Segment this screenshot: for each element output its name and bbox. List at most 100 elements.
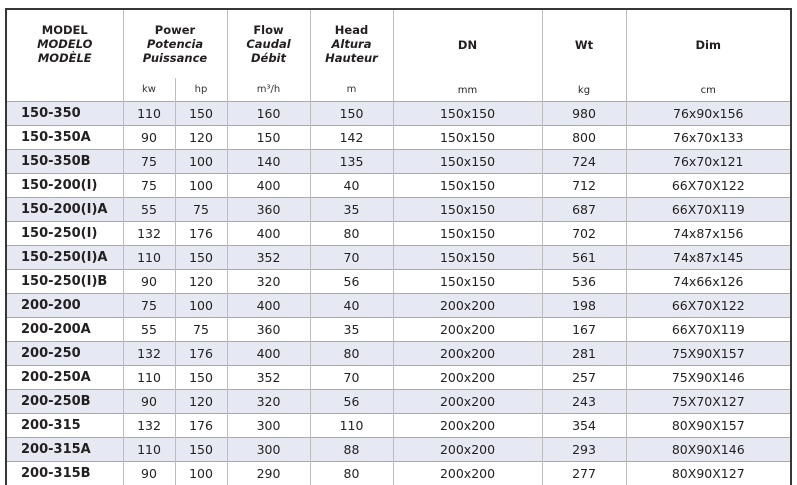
cell-flow: 140 <box>227 150 310 174</box>
cell-flow: 320 <box>227 270 310 294</box>
cell-power-hp: 150 <box>175 246 227 270</box>
cell-weight: 198 <box>542 294 626 318</box>
header-flow-en: Flow <box>228 23 310 37</box>
cell-weight: 800 <box>542 126 626 150</box>
cell-dn: 200x200 <box>393 462 542 485</box>
cell-weight: 167 <box>542 318 626 342</box>
cell-dn: 150x150 <box>393 246 542 270</box>
cell-flow: 352 <box>227 246 310 270</box>
cell-dimensions: 66X70X119 <box>626 198 791 222</box>
cell-flow: 300 <box>227 438 310 462</box>
cell-power-kw: 132 <box>123 222 175 246</box>
cell-dimensions: 74x66x126 <box>626 270 791 294</box>
cell-flow: 360 <box>227 198 310 222</box>
cell-dn: 200x200 <box>393 438 542 462</box>
cell-flow: 400 <box>227 294 310 318</box>
cell-dimensions: 76x90x156 <box>626 102 791 126</box>
cell-weight: 243 <box>542 390 626 414</box>
cell-power-kw: 110 <box>123 366 175 390</box>
cell-dn: 200x200 <box>393 366 542 390</box>
cell-model: 200-250 <box>6 342 123 366</box>
unit-hp: hp <box>175 78 227 101</box>
cell-flow: 320 <box>227 390 310 414</box>
header-model-es: MODELO <box>7 37 123 51</box>
cell-head: 135 <box>310 150 393 174</box>
cell-dimensions: 75X90X157 <box>626 342 791 366</box>
cell-head: 35 <box>310 318 393 342</box>
cell-head: 70 <box>310 366 393 390</box>
cell-flow: 352 <box>227 366 310 390</box>
cell-power-kw: 90 <box>123 270 175 294</box>
cell-power-hp: 75 <box>175 198 227 222</box>
cell-model: 200-315 <box>6 414 123 438</box>
cell-power-hp: 100 <box>175 294 227 318</box>
header-power-es: Potencia <box>124 37 227 51</box>
cell-dimensions: 76x70x121 <box>626 150 791 174</box>
cell-dn: 200x200 <box>393 318 542 342</box>
header-flow-es: Caudal <box>228 37 310 51</box>
cell-power-kw: 75 <box>123 294 175 318</box>
cell-power-kw: 55 <box>123 198 175 222</box>
cell-dn: 150x150 <box>393 174 542 198</box>
unit-kw: kw <box>123 78 175 101</box>
cell-flow: 400 <box>227 174 310 198</box>
cell-power-kw: 110 <box>123 246 175 270</box>
cell-weight: 561 <box>542 246 626 270</box>
cell-power-hp: 120 <box>175 270 227 294</box>
cell-model: 200-315A <box>6 438 123 462</box>
cell-model: 150-250(I) <box>6 222 123 246</box>
cell-flow: 150 <box>227 126 310 150</box>
header-model-en: MODEL <box>7 23 123 37</box>
cell-head: 80 <box>310 222 393 246</box>
header-power-en: Power <box>124 23 227 37</box>
cell-weight: 257 <box>542 366 626 390</box>
cell-dimensions: 66X70X119 <box>626 318 791 342</box>
cell-dn: 200x200 <box>393 414 542 438</box>
cell-power-kw: 132 <box>123 414 175 438</box>
cell-head: 56 <box>310 390 393 414</box>
cell-dn: 150x150 <box>393 126 542 150</box>
cell-flow: 290 <box>227 462 310 485</box>
cell-model: 150-250(I)A <box>6 246 123 270</box>
cell-power-kw: 132 <box>123 342 175 366</box>
unit-dim: cm <box>627 84 791 98</box>
cell-dimensions: 80X90X127 <box>626 462 791 485</box>
cell-dimensions: 66X70X122 <box>626 294 791 318</box>
cell-power-hp: 176 <box>175 414 227 438</box>
cell-model: 200-250B <box>6 390 123 414</box>
cell-weight: 980 <box>542 102 626 126</box>
cell-dimensions: 66X70X122 <box>626 174 791 198</box>
cell-power-hp: 150 <box>175 438 227 462</box>
cell-dn: 150x150 <box>393 102 542 126</box>
cell-head: 56 <box>310 270 393 294</box>
cell-weight: 536 <box>542 270 626 294</box>
cell-dn: 150x150 <box>393 198 542 222</box>
cell-flow: 360 <box>227 318 310 342</box>
cell-dimensions: 80X90X146 <box>626 438 791 462</box>
header-power-fr: Puissance <box>124 51 227 65</box>
header-head-en: Head <box>311 23 393 37</box>
cell-dn: 150x150 <box>393 150 542 174</box>
cell-model: 150-250(I)B <box>6 270 123 294</box>
cell-power-kw: 75 <box>123 174 175 198</box>
cell-weight: 687 <box>542 198 626 222</box>
unit-wt: kg <box>543 84 626 98</box>
cell-power-hp: 150 <box>175 366 227 390</box>
cell-weight: 712 <box>542 174 626 198</box>
cell-power-hp: 75 <box>175 318 227 342</box>
cell-model: 150-200(I) <box>6 174 123 198</box>
cell-model: 150-200(I)A <box>6 198 123 222</box>
